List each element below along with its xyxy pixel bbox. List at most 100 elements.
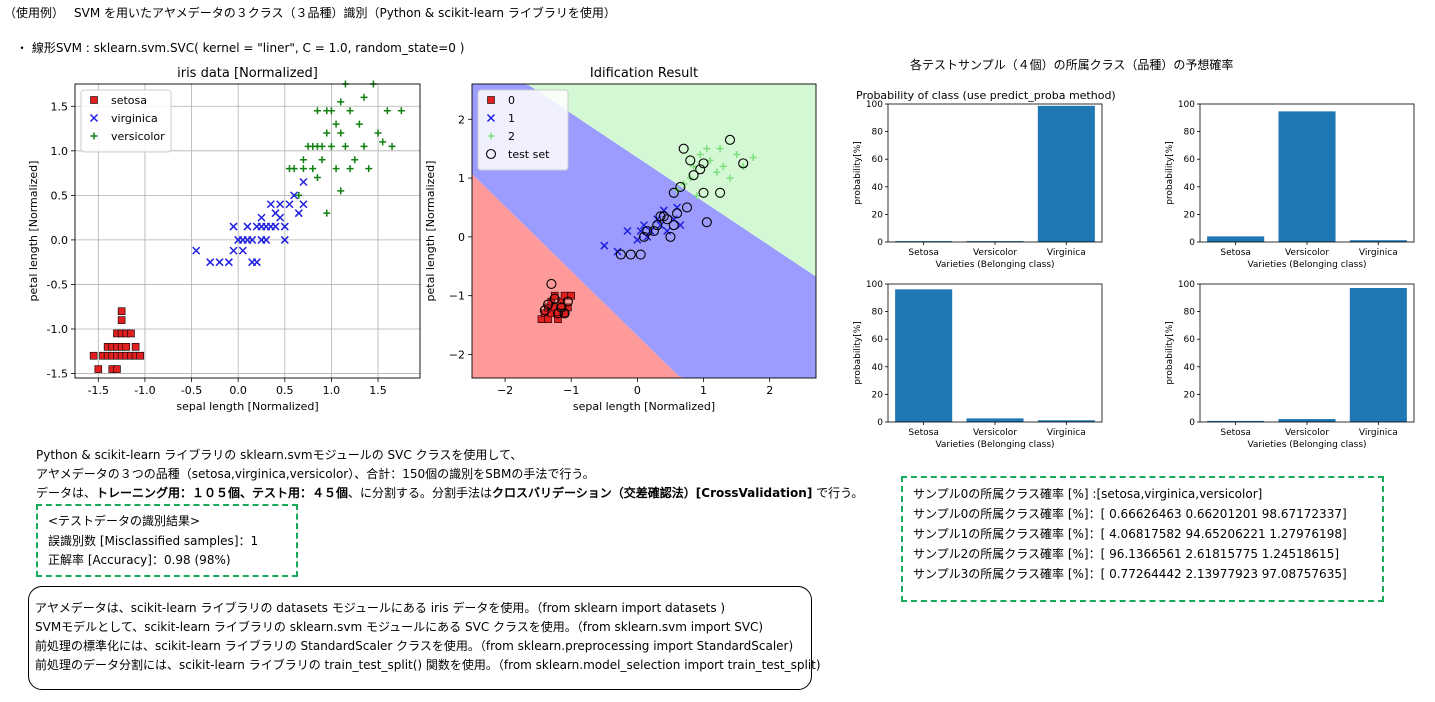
data-point-versicolor	[309, 165, 317, 173]
proba-bar-chart-sample2: Setosa Versicolor Virginica 0 20 40 60 80 100 Var…	[853, 280, 1103, 450]
data-point-2	[739, 162, 747, 170]
data-point-setosa	[117, 307, 126, 315]
data-point-2	[716, 145, 724, 153]
data-point-test-set	[688, 170, 699, 181]
data-point-setosa	[127, 329, 135, 338]
plot-frame	[1199, 283, 1415, 423]
y-tick-label: 0	[877, 418, 883, 428]
chart-title: iris data [Normalized]	[177, 66, 318, 81]
data-point-0	[554, 315, 562, 323]
data-point-test-set	[615, 249, 626, 260]
y-tick-label: 20	[872, 390, 884, 400]
data-point-virginica	[276, 200, 285, 209]
decision-region-0	[472, 173, 816, 378]
y-tick-label: 100	[1178, 100, 1195, 110]
y-axis-label: petal length [Normalized]	[425, 161, 437, 302]
x-axis-label: sepal length [Normalized]	[176, 400, 318, 413]
chart-title: Idification Result	[590, 66, 698, 81]
data-point-setosa	[94, 365, 103, 373]
data-point-versicolor	[383, 107, 391, 115]
data-point-versicolor	[313, 174, 321, 182]
y-axis-label: probability[%]	[1165, 141, 1175, 205]
y-tick-label: -1.0	[47, 323, 68, 336]
data-point-versicolor	[360, 142, 368, 150]
y-tick-label: 60	[1184, 335, 1196, 345]
data-point-test-set	[701, 217, 712, 228]
data-point-2	[696, 151, 704, 159]
plot-frame	[74, 83, 421, 379]
legend-marker	[90, 132, 98, 140]
data-point-setosa	[131, 343, 140, 351]
data-point-2	[719, 162, 727, 170]
y-tick-label: -0.5	[47, 278, 68, 291]
data-point-setosa	[136, 351, 145, 360]
data-point-test-set	[668, 187, 679, 198]
x-tick-label: Virginica	[1047, 428, 1086, 438]
bar-versicolor	[1278, 419, 1336, 422]
data-point-test-set	[675, 181, 686, 192]
data-point-virginica	[229, 222, 238, 231]
y-tick-label: 0	[458, 231, 465, 244]
data-point-test-set	[681, 202, 693, 213]
data-point-1	[663, 226, 672, 236]
identification-result-chart: −2 −1 0 1 2 −2 −1 0 1 2 Idification Result sepal le…	[425, 66, 817, 413]
x-tick-label: 2	[766, 384, 773, 397]
bar-virginica	[1037, 105, 1095, 242]
data-point-versicolor	[346, 107, 354, 115]
legend-label: virginica	[111, 112, 158, 125]
proba-sample-line: サンプル1の所属クラス確率 [%]：[ 4.06817582 94.652062…	[913, 527, 1347, 541]
y-tick-label: -1.5	[47, 368, 68, 381]
data-point-versicolor	[337, 187, 345, 195]
x-tick-label: Setosa	[908, 248, 939, 258]
legend-marker	[487, 132, 495, 140]
y-tick-label: 100	[866, 280, 883, 290]
data-point-virginica	[248, 235, 257, 244]
iris-scatter-chart: -1.5 -1.0 -0.5 0.0 0.5 1.0 1.5 -1.5 -1.0 -0.5 0.0 0…	[27, 66, 421, 413]
y-tick-label: 20	[872, 210, 884, 220]
description-line-2: アヤメデータの３つの品種（setosa,virginica,versicolor…	[36, 467, 595, 481]
legend-label: 0	[508, 94, 515, 107]
chart-title: Probability of class (use predict_proba …	[856, 89, 1116, 102]
data-point-0	[564, 303, 572, 312]
data-point-test-set	[559, 308, 570, 319]
bar-setosa	[895, 289, 953, 422]
data-point-virginica	[280, 222, 289, 231]
y-tick-label: 0	[1189, 238, 1195, 248]
data-point-virginica	[229, 246, 238, 255]
x-tick-label: Virginica	[1359, 248, 1398, 258]
accuracy: 正解率 [Accuracy]：0.98 (98%)	[48, 553, 231, 567]
note-item: 前処理の標準化には、scikit-learn ライブラリの StandardSc…	[35, 639, 794, 653]
data-point-setosa	[122, 343, 131, 351]
data-point-versicolor	[318, 156, 326, 164]
plot-frame	[887, 103, 1103, 243]
data-point-versicolor	[323, 209, 331, 217]
description-line-1: Python & scikit-learn ライブラリの sklearn.svm…	[36, 448, 523, 462]
note-item: 前処理のデータ分割には、scikit-learn ライブラリの train_te…	[35, 658, 821, 672]
data-point-versicolor	[332, 120, 340, 128]
bar-versicolor	[966, 241, 1024, 242]
y-tick-label: −2	[449, 348, 465, 361]
y-tick-label: 80	[1184, 128, 1196, 138]
data-point-test-set	[678, 143, 689, 154]
bar-setosa	[1207, 236, 1265, 242]
x-tick-label: -0.5	[181, 384, 202, 397]
data-point-2	[693, 192, 701, 200]
data-point-versicolor	[327, 107, 335, 115]
data-point-test-set	[638, 231, 650, 242]
data-point-virginica	[299, 200, 308, 209]
data-point-virginica	[271, 222, 280, 231]
x-axis-label: sepal length [Normalized]	[573, 400, 715, 413]
bar-versicolor	[966, 418, 1024, 422]
page-title: SVM を用いたアヤメデータの３クラス（３品種）識別（Python & scik…	[74, 6, 616, 20]
data-point-virginica	[224, 258, 233, 267]
data-point-versicolor	[323, 129, 331, 137]
x-tick-label: -1.0	[134, 384, 155, 397]
data-point-versicolor	[397, 107, 405, 115]
data-point-test-set	[642, 225, 653, 237]
description-line-3a: データは、	[36, 486, 97, 500]
x-axis-label: Varieties (Belonging class)	[935, 260, 1054, 270]
plot-frame	[1199, 103, 1415, 243]
note-item: SVMモデルとして、scikit-learn ライブラリの sklearn.sv…	[35, 620, 764, 634]
notes-list: アヤメデータは、scikit-learn ライブラリの datasets モジュ…	[35, 599, 821, 675]
data-point-2	[706, 156, 714, 164]
